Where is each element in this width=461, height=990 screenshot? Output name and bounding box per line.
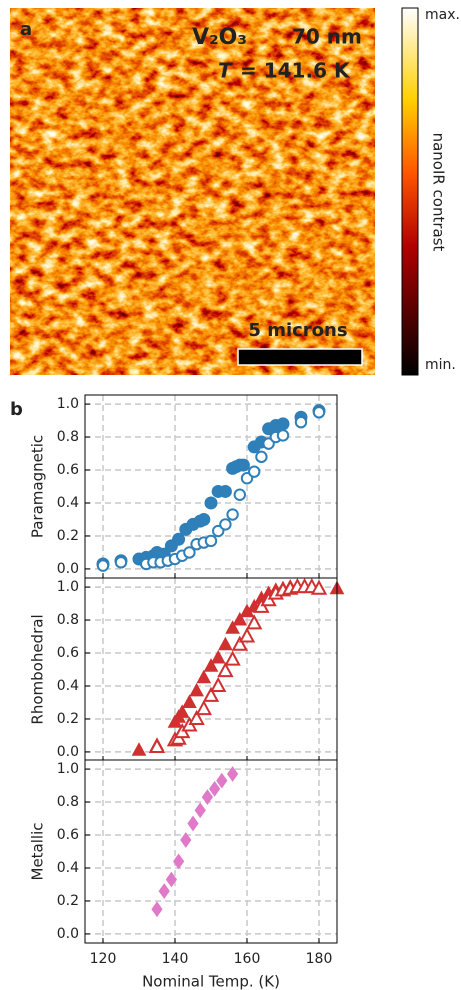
temperature-symbol: T (218, 59, 233, 83)
y-tick-label: 0.6 (57, 645, 79, 661)
marker (294, 416, 308, 429)
marker (202, 686, 220, 702)
temperature-value: = 141.6 K (240, 59, 351, 83)
y-axis-label: Rhombohedral (29, 614, 47, 724)
marker (219, 518, 232, 531)
formula: V₂O₃ (192, 25, 247, 50)
marker (218, 636, 233, 651)
marker (255, 450, 268, 464)
y-tick-label: 0.2 (57, 528, 79, 544)
marker (180, 832, 192, 848)
marker (210, 676, 227, 692)
marker (238, 627, 256, 643)
marker (131, 742, 147, 756)
y-axis-label: Metallic (29, 823, 47, 881)
marker (236, 458, 250, 472)
marker (172, 853, 185, 870)
y-tick-label: 0.8 (57, 612, 79, 628)
y-tick-label: 0.4 (57, 860, 79, 876)
marker (165, 871, 178, 888)
scale-bar (237, 348, 363, 366)
y-axis-label: Paramagnetic (29, 435, 47, 538)
marker (148, 737, 166, 753)
panel-label: b (10, 399, 23, 420)
y-tick-label: 0.6 (57, 827, 79, 843)
y-tick-label: 0.4 (57, 678, 79, 694)
marker (196, 669, 212, 684)
y-tick-label: 1.0 (57, 579, 79, 595)
marker (217, 662, 234, 678)
scale-bar-label: 5 microns (248, 320, 347, 341)
panel-label: a (20, 19, 32, 40)
marker (208, 780, 221, 797)
thickness: 70 nm (292, 25, 362, 49)
y-tick-label: 0.6 (57, 462, 79, 478)
x-axis-label: Nominal Temp. (K) (142, 973, 280, 990)
y-tick-label: 0.8 (57, 794, 79, 810)
y-tick-label: 0.2 (57, 711, 79, 727)
marker (231, 635, 248, 651)
marker (224, 650, 241, 666)
marker (226, 508, 239, 521)
marker (233, 488, 247, 501)
marker (114, 556, 128, 569)
marker (204, 534, 218, 548)
marker (276, 417, 290, 431)
marker (210, 649, 226, 664)
y-tick-label: 0.0 (57, 561, 79, 577)
marker (151, 901, 163, 918)
marker (226, 766, 239, 782)
marker (189, 682, 204, 697)
plot-frame (84, 759, 338, 944)
marker (201, 789, 214, 805)
marker (276, 429, 290, 442)
y-tick-label: 0.2 (57, 893, 79, 909)
marker (195, 699, 212, 716)
marker (232, 611, 248, 626)
marker (182, 694, 197, 708)
marker (225, 620, 240, 634)
marker (197, 512, 211, 526)
y-tick-label: 0.8 (57, 429, 79, 445)
colorbar-min: min. (425, 357, 456, 373)
plot-area (85, 395, 337, 578)
y-tick-label: 0.0 (57, 926, 79, 942)
marker (96, 559, 110, 572)
marker (248, 465, 261, 478)
y-tick-label: 1.0 (57, 761, 79, 777)
marker (310, 579, 328, 595)
panel-a: a V₂O₃ 70 nm T = 141.6 K 5 microns max. … (10, 7, 460, 376)
colorbar-label: nanoIR contrast (430, 133, 448, 252)
marker (246, 614, 263, 630)
marker (183, 546, 196, 559)
marker (187, 815, 199, 832)
x-tick-label: 140 (162, 951, 189, 967)
y-tick-label: 0.0 (57, 744, 79, 760)
marker (216, 772, 228, 789)
y-tick-label: 1.0 (57, 396, 79, 412)
marker (188, 709, 205, 725)
x-tick-label: 160 (234, 951, 261, 967)
colorbar-max: max. (425, 7, 460, 23)
y-tick-label: 0.4 (57, 495, 79, 511)
colorbar (401, 7, 419, 376)
nanoir-image (10, 8, 375, 375)
marker (203, 658, 219, 672)
marker (174, 704, 190, 718)
marker (172, 532, 186, 546)
marker (158, 883, 170, 899)
marker (204, 496, 218, 510)
marker (312, 406, 326, 419)
marker (194, 802, 206, 819)
x-tick-label: 180 (306, 951, 333, 967)
marker (218, 484, 232, 498)
x-tick-label: 120 (90, 951, 117, 967)
